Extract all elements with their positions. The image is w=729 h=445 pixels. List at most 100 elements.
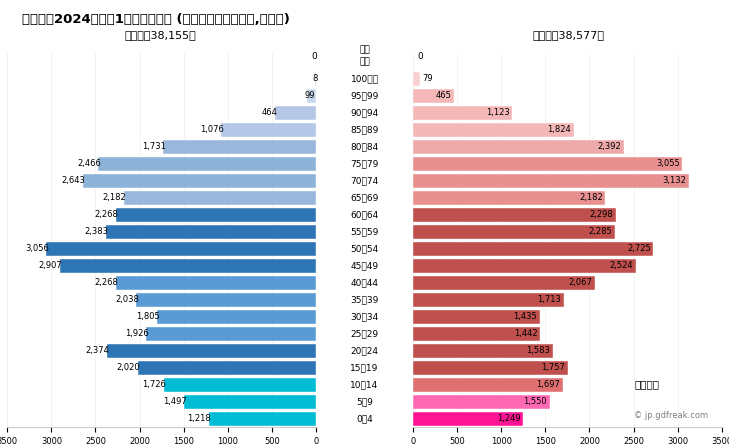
Text: 2,067: 2,067 — [569, 278, 593, 287]
Bar — [208, 412, 316, 425]
Text: 2,374: 2,374 — [85, 346, 109, 355]
Text: 75～79: 75～79 — [351, 159, 378, 168]
Text: 2,392: 2,392 — [598, 142, 621, 151]
Bar — [157, 310, 316, 324]
Bar — [413, 310, 539, 324]
Text: 2,725: 2,725 — [627, 244, 651, 253]
Bar — [413, 242, 653, 255]
Bar — [413, 157, 682, 170]
Text: 3,132: 3,132 — [663, 176, 687, 185]
Text: 95～99: 95～99 — [351, 91, 378, 101]
Bar — [106, 344, 316, 357]
Text: 2,298: 2,298 — [589, 210, 613, 219]
Text: 3,056: 3,056 — [26, 244, 49, 253]
Text: 3,055: 3,055 — [656, 159, 680, 168]
Bar — [413, 293, 564, 307]
Text: 10～14: 10～14 — [351, 380, 378, 389]
Bar — [164, 378, 316, 392]
Bar — [221, 123, 316, 137]
Text: 1,926: 1,926 — [125, 329, 149, 338]
Bar — [60, 259, 316, 273]
Text: 2,466: 2,466 — [77, 159, 101, 168]
Text: 2,383: 2,383 — [85, 227, 109, 236]
Text: 2,524: 2,524 — [609, 261, 633, 270]
Text: 1,731: 1,731 — [142, 142, 166, 151]
Text: © jp.gdfreak.com: © jp.gdfreak.com — [634, 411, 709, 420]
Bar — [413, 344, 553, 357]
Bar — [413, 140, 624, 154]
Text: 1,713: 1,713 — [537, 295, 561, 304]
Text: 1,249: 1,249 — [497, 414, 521, 423]
Text: 舞鶴市の2024年１月1日の人口構成 (住民基本台帳ベース,総人口): 舞鶴市の2024年１月1日の人口構成 (住民基本台帳ベース,総人口) — [22, 13, 289, 26]
Text: 1,123: 1,123 — [486, 109, 510, 117]
Text: 45～49: 45～49 — [351, 261, 378, 270]
Bar — [413, 174, 689, 188]
Text: 1,805: 1,805 — [136, 312, 160, 321]
Bar — [163, 140, 316, 154]
Bar — [413, 412, 523, 425]
Text: 70～74: 70～74 — [351, 176, 378, 185]
Text: 65～69: 65～69 — [351, 193, 378, 202]
Bar — [413, 106, 512, 120]
Text: 464: 464 — [262, 109, 278, 117]
Text: 35～39: 35～39 — [351, 295, 378, 304]
Text: 2,268: 2,268 — [95, 278, 119, 287]
Text: 50～54: 50～54 — [351, 244, 378, 253]
Text: 30～34: 30～34 — [351, 312, 378, 321]
Text: 20～24: 20～24 — [351, 346, 378, 355]
Text: 5～9: 5～9 — [356, 397, 373, 406]
Text: 2,285: 2,285 — [588, 227, 612, 236]
Text: 60～64: 60～64 — [351, 210, 378, 219]
Bar — [413, 378, 563, 392]
Text: 1,757: 1,757 — [542, 363, 565, 372]
Text: 1,824: 1,824 — [547, 125, 572, 134]
Bar — [275, 106, 316, 120]
Bar — [146, 327, 316, 340]
Bar — [413, 208, 616, 222]
Bar — [413, 259, 636, 273]
Bar — [98, 157, 316, 170]
Text: 85～89: 85～89 — [351, 125, 378, 134]
Text: 1,726: 1,726 — [143, 380, 166, 389]
Text: 2,038: 2,038 — [115, 295, 139, 304]
Bar — [413, 123, 574, 137]
Text: 2,182: 2,182 — [579, 193, 603, 202]
Text: 79: 79 — [423, 74, 433, 83]
Text: 1,550: 1,550 — [523, 397, 547, 406]
Text: 2,182: 2,182 — [103, 193, 126, 202]
Text: 25～29: 25～29 — [351, 329, 378, 338]
Bar — [123, 191, 316, 205]
Text: 女性計：38,577人: 女性計：38,577人 — [533, 30, 604, 40]
Bar — [83, 174, 316, 188]
Text: 55～59: 55～59 — [351, 227, 378, 236]
Text: 2,268: 2,268 — [95, 210, 119, 219]
Bar — [138, 361, 316, 375]
Text: 不詳: 不詳 — [359, 45, 370, 54]
Text: 1,442: 1,442 — [514, 329, 537, 338]
Text: 1,497: 1,497 — [163, 397, 187, 406]
Bar — [413, 191, 606, 205]
Text: 8: 8 — [313, 74, 318, 83]
Text: 男性計：38,155人: 男性計：38,155人 — [125, 30, 196, 40]
Text: 不詳: 不詳 — [359, 57, 370, 66]
Bar — [116, 208, 316, 222]
Text: 2,020: 2,020 — [117, 363, 141, 372]
Text: 1,697: 1,697 — [536, 380, 560, 389]
Text: 0～4: 0～4 — [356, 414, 373, 423]
Text: 0: 0 — [418, 52, 423, 61]
Bar — [413, 395, 550, 409]
Text: 99: 99 — [305, 91, 315, 101]
Text: 1,435: 1,435 — [513, 312, 537, 321]
Text: 1,218: 1,218 — [187, 414, 211, 423]
Bar — [136, 293, 316, 307]
Text: 465: 465 — [435, 91, 451, 101]
Text: 80～84: 80～84 — [351, 142, 378, 151]
Text: 40～44: 40～44 — [351, 278, 378, 287]
Text: 2,907: 2,907 — [39, 261, 62, 270]
Bar — [413, 361, 568, 375]
Text: 100歳～: 100歳～ — [351, 74, 378, 83]
Bar — [307, 89, 316, 103]
Bar — [413, 89, 454, 103]
Text: 単位：人: 単位：人 — [634, 379, 659, 389]
Bar — [413, 276, 596, 290]
